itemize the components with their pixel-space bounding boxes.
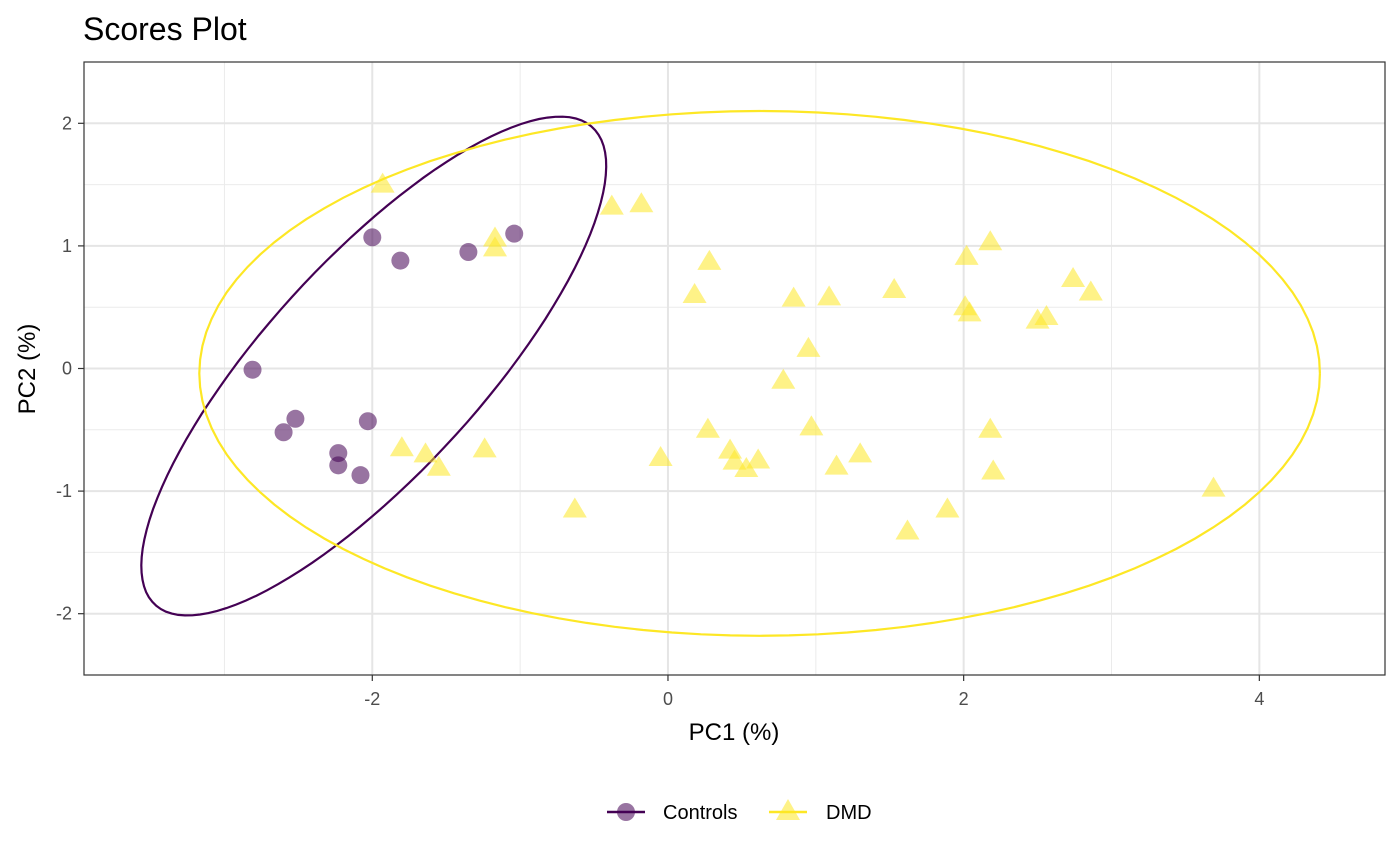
chart-title: Scores Plot <box>83 11 247 47</box>
point-controls <box>391 251 410 270</box>
x-axis-title: PC1 (%) <box>689 719 780 746</box>
legend-controls-label: Controls <box>663 802 737 824</box>
y-tick-label: -2 <box>56 604 72 624</box>
y-tick-label: -1 <box>56 481 72 501</box>
y-tick-label: 2 <box>62 113 72 133</box>
point-controls <box>459 243 478 262</box>
point-controls <box>243 360 262 379</box>
grid-major <box>84 62 1385 675</box>
legend: Controls DMD <box>607 799 872 824</box>
y-tick-label: 1 <box>62 236 72 256</box>
y-axis-title: PC2 (%) <box>14 324 41 415</box>
point-dmd <box>734 457 759 478</box>
point-controls <box>363 228 382 247</box>
point-dmd <box>562 497 587 518</box>
confidence-ellipses <box>140 109 1321 637</box>
ellipse-controls <box>140 115 608 617</box>
point-controls <box>274 423 293 442</box>
point-dmd <box>781 286 806 307</box>
point-controls <box>505 224 524 243</box>
point-dmd <box>599 194 624 215</box>
point-dmd <box>824 454 849 475</box>
x-tick-label: -2 <box>364 689 380 709</box>
point-dmd <box>413 442 438 463</box>
y-axis-ticks: -2 -1 0 1 2 <box>56 113 84 624</box>
point-dmd <box>629 192 654 213</box>
point-dmd <box>746 448 771 469</box>
point-dmd <box>954 244 979 265</box>
data-points <box>243 172 1226 540</box>
legend-dmd-label: DMD <box>826 802 872 824</box>
point-dmd <box>817 285 842 306</box>
point-dmd <box>796 336 821 357</box>
point-dmd <box>799 415 824 436</box>
point-dmd <box>370 172 395 193</box>
point-dmd <box>697 249 722 270</box>
ellipse-dmd <box>198 109 1321 637</box>
point-controls <box>351 466 370 485</box>
point-dmd <box>981 459 1006 480</box>
point-dmd <box>695 417 720 438</box>
point-dmd <box>882 278 907 299</box>
x-tick-label: 4 <box>1254 689 1264 709</box>
point-controls <box>329 456 348 475</box>
point-dmd <box>1078 280 1103 301</box>
point-dmd <box>389 436 414 457</box>
point-dmd <box>957 301 982 322</box>
point-dmd <box>1061 267 1086 288</box>
point-controls <box>286 409 305 428</box>
point-dmd <box>426 455 451 476</box>
point-dmd <box>482 236 507 257</box>
point-dmd <box>472 437 497 458</box>
y-tick-label: 0 <box>62 359 72 379</box>
point-dmd <box>848 442 873 463</box>
point-dmd <box>771 368 796 389</box>
legend-controls-circle-icon <box>617 803 635 821</box>
point-dmd <box>978 417 1003 438</box>
point-dmd <box>935 497 960 518</box>
x-tick-label: 2 <box>959 689 969 709</box>
point-dmd <box>682 282 707 303</box>
x-tick-label: 0 <box>663 689 673 709</box>
point-dmd <box>895 519 920 540</box>
point-dmd <box>1201 476 1226 497</box>
legend-dmd-triangle-icon <box>776 799 800 820</box>
point-dmd <box>978 230 1003 251</box>
point-dmd <box>1034 305 1059 326</box>
point-dmd <box>722 449 747 470</box>
x-axis-ticks: -2 0 2 4 <box>364 675 1264 709</box>
point-controls <box>358 412 377 431</box>
point-dmd <box>648 445 673 466</box>
